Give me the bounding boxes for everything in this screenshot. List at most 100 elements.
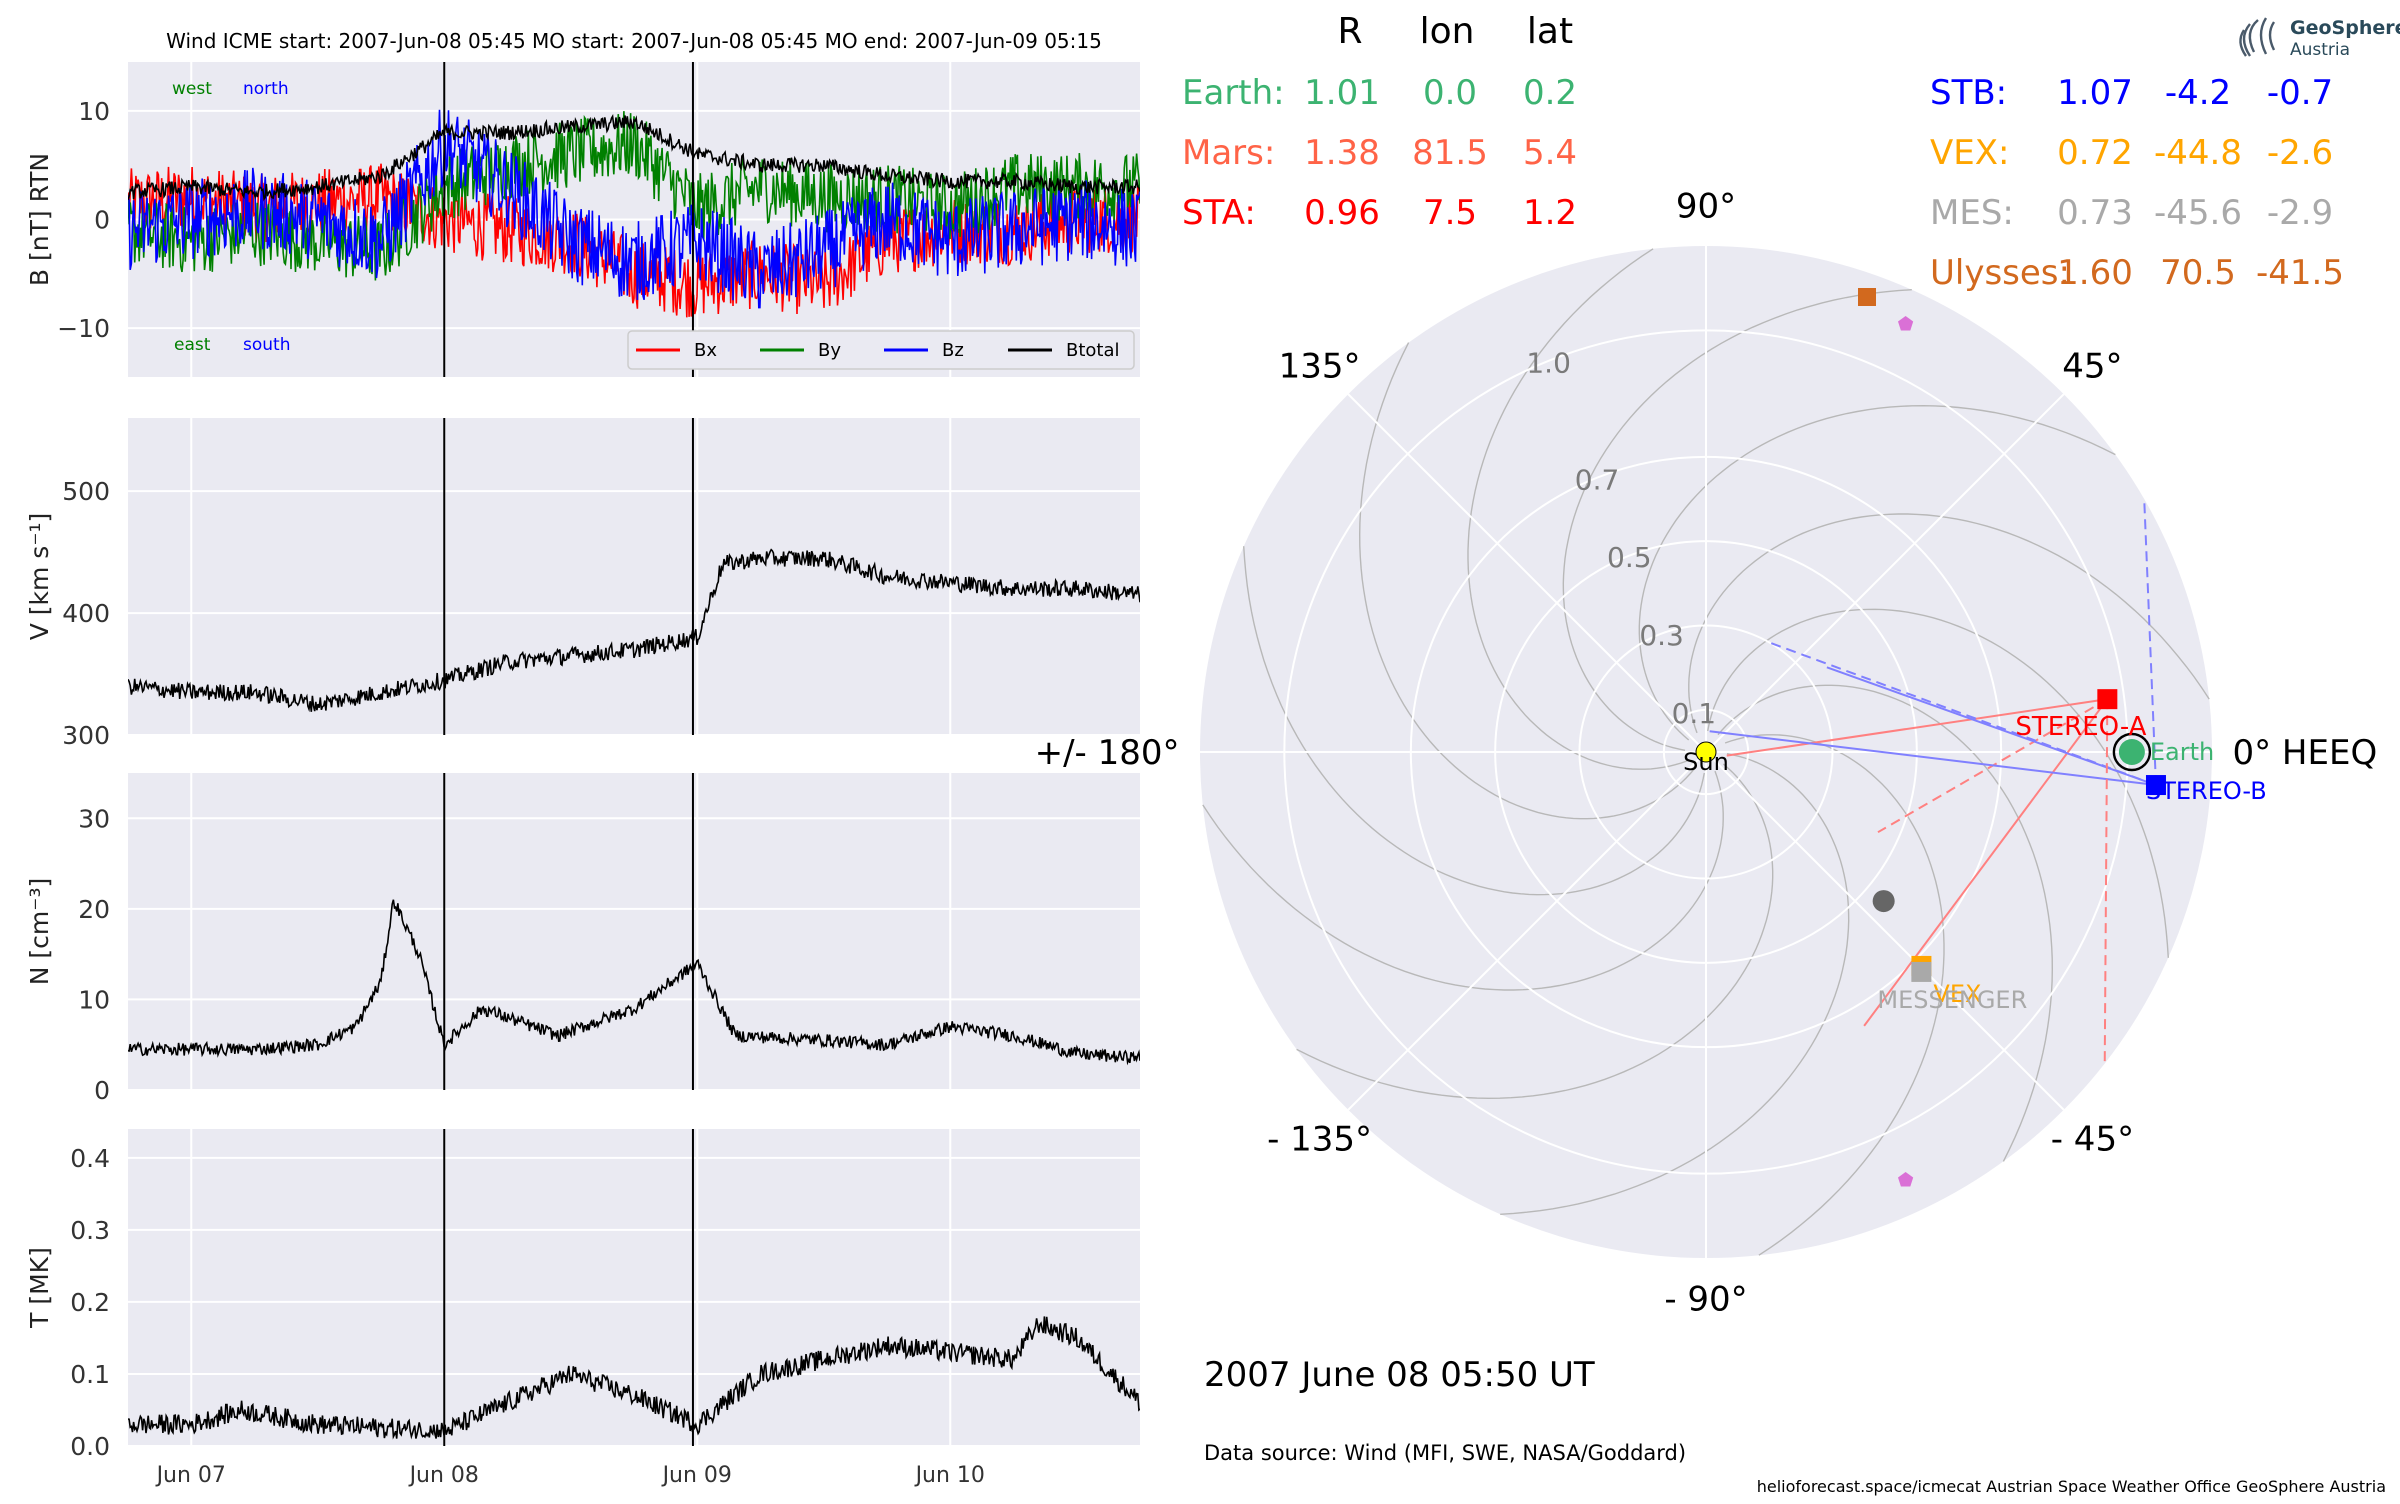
legend-b: Bx By Bz Btotal: [627, 330, 1135, 370]
table-name-right-2: MES:: [1930, 193, 2014, 233]
panel-n-background: [128, 773, 1140, 1090]
y-tick-label: 10: [78, 97, 110, 126]
object-label-earth: Earth: [2150, 738, 2214, 766]
y-tick-label: 400: [62, 599, 110, 628]
table-r: 0.73: [2057, 193, 2133, 233]
fov-line: [1826, 666, 2157, 786]
radial-tick-label: 0.5: [1607, 541, 1652, 574]
earth-ring-marker: [2112, 732, 2152, 772]
radial-tick-label: 0.1: [1672, 697, 1717, 730]
legend-label-bz: Bz: [942, 340, 964, 361]
y-tick-label: 20: [78, 895, 110, 924]
panel-t-background: [128, 1129, 1140, 1446]
table-r: 1.60: [2057, 253, 2133, 293]
series-group: [128, 109, 1140, 318]
angle-label: - 135°: [1267, 1119, 1372, 1159]
fov-line: [1709, 730, 2157, 787]
angle-label: 135°: [1279, 347, 1361, 387]
label-north: north: [243, 79, 289, 99]
y-tick-label: 0: [94, 206, 110, 235]
planet-marker: [1898, 1172, 1914, 1187]
polar-plot: 0.1 0.3 0.5 0.7 1.0 90° 45° 0° HEEQ - 45° - 90° - …: [1035, 187, 2378, 1320]
angle-spoke: [1705, 393, 2065, 753]
object-marker-stereo-a: [2097, 689, 2118, 710]
table-lat: 0.2: [1523, 73, 1577, 113]
series-line-Bz: [128, 109, 1140, 309]
legend-label-btotal: Btotal: [1066, 340, 1120, 361]
x-tick-label: Jun 09: [661, 1463, 732, 1488]
table-lon: -44.8: [2154, 133, 2242, 173]
spiral-line: [1638, 404, 2116, 741]
y-tick-label: 0: [94, 1076, 110, 1105]
angle-label: - 45°: [2051, 1119, 2134, 1159]
legend-label-bx: Bx: [694, 340, 717, 361]
angle-spoke: [1705, 751, 2065, 1111]
table-header-lat: lat: [1527, 11, 1573, 52]
radial-tick-label: 0.7: [1575, 463, 1620, 496]
spiral-line: [1296, 763, 1774, 1100]
table-lat: -0.7: [2267, 73, 2333, 113]
label-east: east: [174, 335, 211, 355]
object-label-vex: VEX: [1933, 980, 1981, 1008]
table-name-right-1: VEX:: [1930, 133, 2010, 173]
y-tick-label: 300: [62, 721, 110, 750]
table-r: 1.01: [1304, 73, 1380, 113]
fov-line: [1768, 641, 2157, 786]
object-marker-messenger: [1911, 961, 1932, 982]
panel-v-background: [128, 418, 1140, 735]
angle-label: 45°: [2062, 347, 2122, 387]
label-south: south: [243, 335, 290, 355]
table-lon: 7.5: [1423, 193, 1477, 233]
table-r: 0.96: [1304, 193, 1380, 233]
series-line-T: [128, 1316, 1140, 1440]
table-lat: 5.4: [1523, 133, 1577, 173]
angle-spoke: [1347, 393, 1707, 753]
logo-text-2: Austria: [2290, 40, 2350, 60]
table-lon: 70.5: [2160, 253, 2236, 293]
angle-label: - 90°: [1664, 1279, 1747, 1319]
object-marker-stereo-b: [2145, 775, 2166, 796]
table-name-0: Earth:: [1182, 73, 1285, 113]
figure-title: Wind ICME start: 2007-Jun-08 05:45 MO st…: [166, 29, 1102, 53]
y-tick-label: 500: [62, 477, 110, 506]
y-tick-label: 10: [78, 985, 110, 1014]
table-r: 0.72: [2057, 133, 2133, 173]
table-lat: -2.6: [2267, 133, 2333, 173]
spiral-line: [1688, 513, 2210, 734]
panel-speed: 500 400 300 V [km s⁻¹]: [25, 418, 1140, 750]
y-axis-label: T [MK]: [25, 1247, 54, 1329]
spiral-line: [1202, 770, 1724, 991]
series-line-V: [128, 548, 1140, 713]
table-lon: -45.6: [2154, 193, 2242, 233]
y-tick-label: 0.2: [70, 1288, 110, 1317]
x-tick-label: Jun 07: [155, 1463, 226, 1488]
radial-tick-label: 1.0: [1526, 346, 1571, 379]
spiral-line: [1724, 734, 1945, 1256]
legend-label-by: By: [818, 340, 841, 361]
logo-text-1: GeoSphere: [2290, 17, 2400, 39]
object-marker-earth: [2118, 739, 2145, 765]
table-lon: 81.5: [1412, 133, 1488, 173]
table-r: 1.38: [1304, 133, 1380, 173]
object-label-sun: Sun: [1683, 748, 1729, 776]
date-stamp: 2007 June 08 05:50 UT: [1204, 1355, 1595, 1395]
radial-tick-label: 0.3: [1639, 619, 1684, 652]
series-group: [128, 548, 1140, 713]
y-axis-label: B [nT] RTN: [25, 153, 54, 286]
spiral-line: [1358, 342, 1695, 820]
object-marker-sun: [1695, 741, 1717, 763]
spiral-line: [1717, 684, 2054, 1162]
table-name-right-3: Ulysses:: [1930, 253, 2070, 293]
table-lat: -41.5: [2256, 253, 2344, 293]
geosphere-logo: GeoSphere Austria: [2239, 17, 2400, 60]
series-group: [128, 1316, 1140, 1440]
data-source: Data source: Wind (MFI, SWE, NASA/Goddar…: [1204, 1441, 1686, 1465]
series-line-Btotal: [128, 114, 1140, 201]
y-tick-label: −10: [57, 314, 110, 343]
x-tick-label: Jun 10: [914, 1463, 985, 1488]
fov-line: [2103, 699, 2109, 1064]
table-r: 1.07: [2057, 73, 2133, 113]
angle-label: 90°: [1676, 187, 1736, 227]
